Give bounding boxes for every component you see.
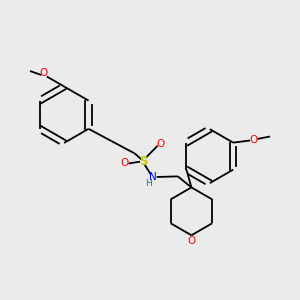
Text: O: O	[156, 139, 164, 149]
Text: O: O	[249, 135, 257, 145]
Text: O: O	[121, 158, 129, 169]
Text: H: H	[145, 179, 152, 188]
Text: O: O	[39, 68, 47, 78]
Text: S: S	[139, 154, 147, 167]
Text: O: O	[187, 236, 196, 246]
Text: N: N	[149, 172, 157, 182]
